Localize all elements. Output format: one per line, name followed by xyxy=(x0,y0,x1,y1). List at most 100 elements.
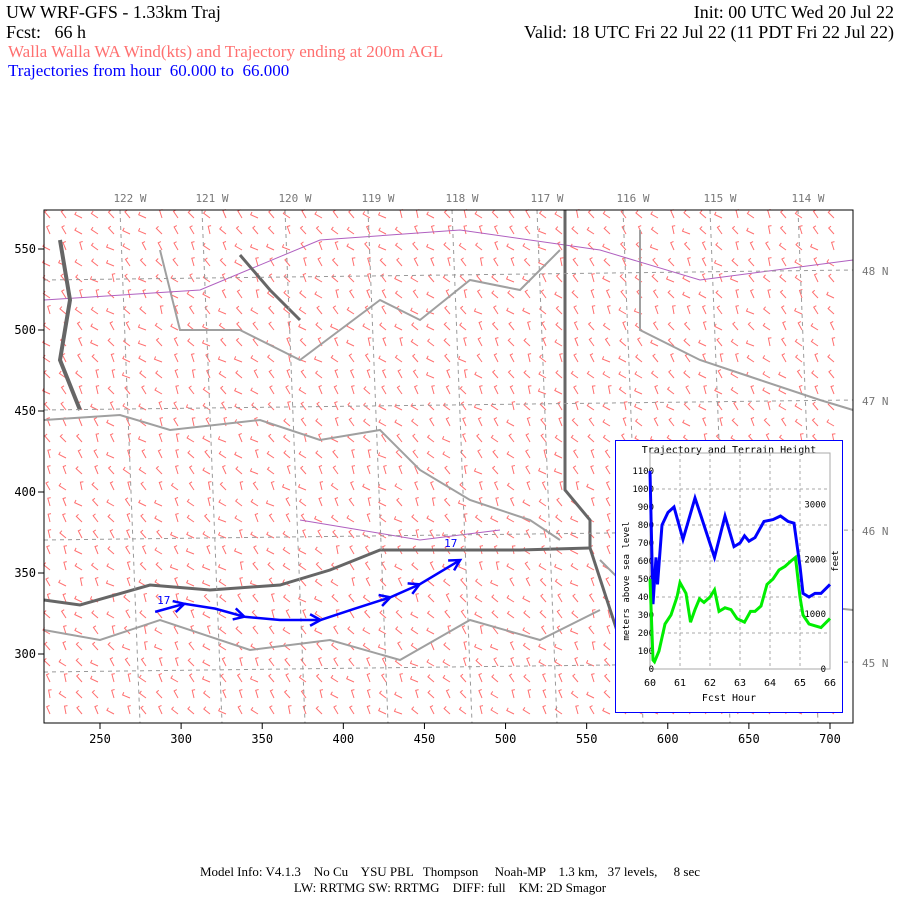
wind-barb xyxy=(767,225,772,235)
wind-barb xyxy=(763,417,771,427)
wind-barb xyxy=(173,689,179,699)
wind-barb xyxy=(394,275,403,283)
wind-barb xyxy=(605,289,611,299)
y-tick-label: 550 xyxy=(14,242,36,256)
wind-barb xyxy=(45,673,51,683)
wind-barb xyxy=(556,241,563,251)
wind-barb xyxy=(44,433,51,443)
wind-barb xyxy=(220,673,227,683)
wind-barb xyxy=(569,580,579,587)
wind-barb xyxy=(461,625,467,635)
wind-barb xyxy=(572,273,579,283)
wind-barb xyxy=(731,258,739,267)
wind-barb xyxy=(286,369,291,379)
wind-barb xyxy=(606,529,611,539)
map-frame xyxy=(43,209,854,724)
wind-barb xyxy=(427,593,435,603)
wind-barb xyxy=(173,337,179,347)
wind-barb xyxy=(314,546,323,555)
wind-barb xyxy=(381,657,387,667)
wind-barb xyxy=(378,419,387,427)
wind-barb xyxy=(427,690,435,699)
wind-barb xyxy=(735,241,740,251)
x-tick-label: 600 xyxy=(657,732,679,746)
wind-barb xyxy=(749,241,755,251)
wind-barb xyxy=(812,401,819,411)
wind-barb xyxy=(127,433,132,443)
wind-barb xyxy=(442,274,451,283)
wind-barb xyxy=(397,641,403,651)
wind-barb xyxy=(287,401,291,411)
wind-barb xyxy=(410,338,419,347)
wind-barb xyxy=(185,548,195,555)
wind-barb xyxy=(139,306,147,315)
wind-barb xyxy=(187,450,195,459)
wind-barb xyxy=(378,355,387,363)
wind-barb xyxy=(654,305,659,315)
wind-barb xyxy=(602,434,611,443)
wind-barb xyxy=(746,210,755,219)
wind-barb xyxy=(58,579,67,587)
wind-barb xyxy=(571,226,579,235)
wind-barb xyxy=(573,385,579,395)
wind-barb xyxy=(412,545,419,555)
wind-barb xyxy=(381,385,387,395)
wind-barb xyxy=(683,401,691,411)
wind-barb xyxy=(573,305,579,315)
wind-barb xyxy=(175,513,179,523)
wind-barb xyxy=(105,307,115,315)
wind-barb xyxy=(207,481,212,491)
wind-barb xyxy=(219,257,227,267)
wind-barb xyxy=(427,402,435,411)
wind-barb xyxy=(605,497,611,507)
wind-barb xyxy=(810,323,819,331)
wind-barb xyxy=(62,593,67,603)
wind-barb xyxy=(91,497,99,507)
wind-barb xyxy=(95,289,100,299)
wind-barb xyxy=(107,225,115,235)
trajectory-range: Trajectories from hour 60.000 to 66.000 xyxy=(8,61,290,80)
wind-barb xyxy=(250,498,259,507)
wind-barb xyxy=(315,322,323,331)
meridian-line xyxy=(451,209,473,724)
wind-barb xyxy=(158,401,163,411)
wind-barb xyxy=(252,593,259,603)
wind-barb xyxy=(414,481,419,491)
wind-barb xyxy=(682,419,691,427)
wind-barb xyxy=(122,227,131,235)
wind-barb xyxy=(205,417,211,427)
wind-barb xyxy=(445,385,451,395)
wind-barb xyxy=(123,594,131,603)
wind-barb xyxy=(92,625,99,635)
wind-barb xyxy=(299,225,307,235)
wind-barb xyxy=(765,433,771,443)
wind-barb xyxy=(300,625,307,635)
wind-barb xyxy=(441,435,451,443)
wind-barb xyxy=(138,211,147,219)
wind-barb xyxy=(619,241,627,251)
wind-barb xyxy=(362,483,371,491)
wind-barb xyxy=(394,242,403,251)
wind-barb xyxy=(221,465,227,475)
wind-barb xyxy=(202,467,211,475)
wind-barb xyxy=(157,241,163,251)
wind-barb xyxy=(442,451,451,459)
wind-barb xyxy=(462,657,467,667)
wind-barb xyxy=(603,642,611,651)
wind-barb xyxy=(122,466,131,475)
wind-barb xyxy=(185,404,195,411)
wind-barb xyxy=(524,225,531,235)
wind-barb xyxy=(714,323,723,331)
wind-barb xyxy=(44,209,51,219)
wind-barb xyxy=(42,290,51,299)
wind-barb xyxy=(476,289,483,299)
wind-barb xyxy=(75,370,83,379)
wind-barb xyxy=(367,449,372,459)
wind-barb xyxy=(47,497,51,507)
wind-barb xyxy=(298,451,307,459)
wind-barb xyxy=(349,545,355,555)
wind-barb xyxy=(394,354,403,363)
wind-barb xyxy=(367,273,371,283)
wind-barb xyxy=(699,226,707,235)
wind-barb xyxy=(107,385,115,395)
